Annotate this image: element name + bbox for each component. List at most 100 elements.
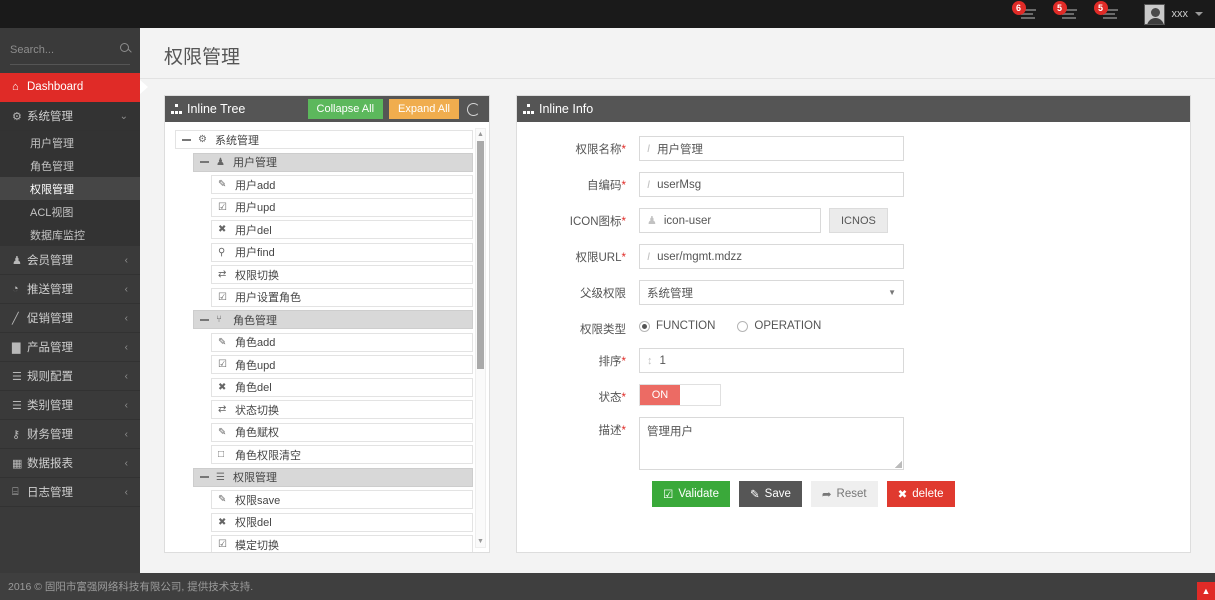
refresh-icon[interactable] xyxy=(467,102,480,116)
tree-node[interactable]: □ 角色权限清空 xyxy=(211,445,473,464)
icnos-button[interactable]: ICNOS xyxy=(829,208,888,233)
notification-messages[interactable]: 5 xyxy=(1052,1,1077,20)
sidebar-subitem-2[interactable]: 角色管理 xyxy=(30,160,74,173)
tree-node[interactable]: ☑ 用户设置角色 xyxy=(211,287,473,307)
sidebar-item-label: 产品管理 xyxy=(27,342,73,354)
sidebar-item-7[interactable]: ☰ 规则配置 ‹ xyxy=(0,362,140,391)
tree-node[interactable]: ✎ 权限save xyxy=(211,490,473,509)
tree-node-label: 模定切换 xyxy=(235,539,279,552)
home-icon: ⌂ xyxy=(12,81,19,93)
icon-input[interactable]: ♟ icon-user xyxy=(639,208,821,233)
tree-node[interactable]: ⑂ 角色管理 xyxy=(193,310,473,329)
tree-node[interactable]: ⚲ 用户find xyxy=(211,242,473,262)
description-textarea[interactable]: 管理用户 xyxy=(639,417,904,470)
sidebar-subitem-5[interactable]: 数据库监控 xyxy=(30,229,85,242)
tree-node[interactable]: ✎ 用户add xyxy=(211,175,473,194)
tasks-icon xyxy=(1020,8,1036,20)
check-square-icon: ☑ xyxy=(218,291,227,303)
tree-node[interactable]: ☑ 模定切换 xyxy=(211,535,473,552)
sidebar-item-9[interactable]: ⚷ 财务管理 ‹ xyxy=(0,420,140,449)
label-type: 权限类型 xyxy=(580,324,626,336)
sidebar-subitem-1[interactable]: 用户管理 xyxy=(30,137,74,150)
sidebar-search[interactable] xyxy=(10,37,130,65)
sidebar-item-label: 规则配置 xyxy=(27,371,73,383)
tree-node[interactable]: ✎ 角色赋权 xyxy=(211,422,473,442)
tree-node-label: 角色权限清空 xyxy=(235,449,301,462)
sidebar-item-11[interactable]: ⌸ 日志管理 ‹ xyxy=(0,478,140,507)
sidebar-item-label: 推送管理 xyxy=(27,284,73,296)
url-input[interactable]: I user/mgmt.mdzz xyxy=(639,244,904,269)
field-row-icon: ICON图标* ♟ icon-user ICNOS xyxy=(517,208,1190,233)
chevron-left-icon: ‹ xyxy=(124,283,128,295)
sidebar-subitem-4[interactable]: ACL视图 xyxy=(30,206,74,219)
collapse-all-button[interactable]: Collapse All xyxy=(307,99,384,119)
tree-node[interactable]: ⇄ 状态切换 xyxy=(211,400,473,419)
radio-operation-label: OPERATION xyxy=(754,320,822,332)
chevron-down-icon xyxy=(1195,12,1203,16)
minus-icon[interactable] xyxy=(182,138,191,141)
bell-icon xyxy=(1102,8,1118,20)
sidebar-submenu: 用户管理角色管理权限管理 ACL视图数据库监控 xyxy=(0,131,140,246)
scroll-down-icon[interactable]: ▼ xyxy=(477,538,484,545)
user-menu[interactable]: xxx xyxy=(1143,3,1203,25)
username-label: xxx xyxy=(1171,8,1189,20)
sidebar-item-3[interactable]: ♟ 会员管理 ‹ xyxy=(0,246,140,275)
tree-node[interactable]: ✖ 用户del xyxy=(211,220,473,239)
reset-button[interactable]: ➦ Reset xyxy=(810,481,878,507)
inline-info-title: Inline Info xyxy=(539,102,594,116)
scroll-up-icon[interactable]: ▲ xyxy=(477,131,484,138)
sitemap-icon: ⑂ xyxy=(216,314,222,325)
scrollbar-thumb[interactable] xyxy=(477,141,484,369)
sidebar-item-6[interactable]: ▇ 产品管理 ‹ xyxy=(0,333,140,362)
cube-icon: ▇ xyxy=(12,341,21,354)
tree-node[interactable]: ✖ 角色del xyxy=(211,377,473,397)
code-input[interactable]: I userMsg xyxy=(639,172,904,197)
inline-info-panel: Inline Info 权限名称* I 用户管理 自编码* xyxy=(516,95,1191,553)
tree-node[interactable]: ⚙ 系统管理 xyxy=(175,130,473,149)
tree-node[interactable]: ⇄ 权限切换 xyxy=(211,265,473,284)
sidebar-item-8[interactable]: ☰ 类别管理 ‹ xyxy=(0,391,140,420)
minus-icon[interactable] xyxy=(200,161,209,163)
notification-tasks[interactable]: 6 xyxy=(1011,1,1036,20)
permission-form: 权限名称* I 用户管理 自编码* I userMsg xyxy=(517,122,1190,552)
sidebar-item-2[interactable]: ⚙ 系统管理 ⌄ xyxy=(0,102,140,131)
chevron-left-icon: ‹ xyxy=(124,370,128,382)
sidebar-subitem-3[interactable]: 权限管理 xyxy=(0,177,140,200)
tree-node[interactable]: ✖ 权限del xyxy=(211,512,473,532)
radio-operation[interactable]: OPERATION xyxy=(737,320,821,332)
scroll-to-top-button[interactable]: ▲ xyxy=(1197,582,1215,600)
field-row-code: 自编码* I userMsg xyxy=(517,172,1190,197)
order-input[interactable]: ↕ 1 xyxy=(639,348,904,373)
status-toggle[interactable]: ON xyxy=(639,384,721,406)
parent-permission-select[interactable]: 系统管理 ▼ xyxy=(639,280,904,305)
notification-alerts-badge: 5 xyxy=(1093,1,1108,15)
tree-node[interactable]: ☰ 权限管理 xyxy=(193,467,473,487)
permission-name-input[interactable]: I 用户管理 xyxy=(639,136,904,161)
search-input[interactable] xyxy=(10,37,130,63)
delete-button[interactable]: ✖ delete xyxy=(886,481,955,507)
sidebar-item-10[interactable]: ▦ 数据报表 ‹ xyxy=(0,449,140,478)
minus-icon[interactable] xyxy=(200,476,209,478)
notification-alerts[interactable]: 5 xyxy=(1093,1,1118,20)
user-icon: ♟ xyxy=(647,215,657,227)
chart-icon: ▦ xyxy=(12,457,23,470)
tree-node[interactable]: ♟ 用户管理 xyxy=(193,152,473,172)
radio-function[interactable]: FUNCTION xyxy=(639,320,715,332)
tree-node[interactable]: ☑ 角色upd xyxy=(211,355,473,374)
minus-icon[interactable] xyxy=(200,318,209,321)
sort-icon: ↕ xyxy=(647,354,653,367)
tree-node[interactable]: ☑ 用户upd xyxy=(211,197,473,217)
label-url: 权限URL* xyxy=(575,252,627,264)
tree-node[interactable]: ✎ 角色add xyxy=(211,332,473,352)
sidebar-item-5[interactable]: ╱ 促销管理 ‹ xyxy=(0,304,140,333)
pencil-icon: ✎ xyxy=(218,179,227,190)
sidebar-item-1[interactable]: ⌂ Dashboard xyxy=(0,73,148,102)
save-button[interactable]: ✎ Save xyxy=(739,481,802,507)
validate-button[interactable]: ☑ Validate xyxy=(652,481,731,507)
expand-all-button[interactable]: Expand All xyxy=(389,99,459,119)
label-permission-name: 权限名称* xyxy=(575,144,626,156)
sidebar-item-label: 类别管理 xyxy=(27,400,73,412)
tree-scrollbar[interactable]: ▲ ▼ xyxy=(475,128,486,548)
sidebar-item-4[interactable]: ◔ 推送管理 ‹ xyxy=(0,275,140,304)
